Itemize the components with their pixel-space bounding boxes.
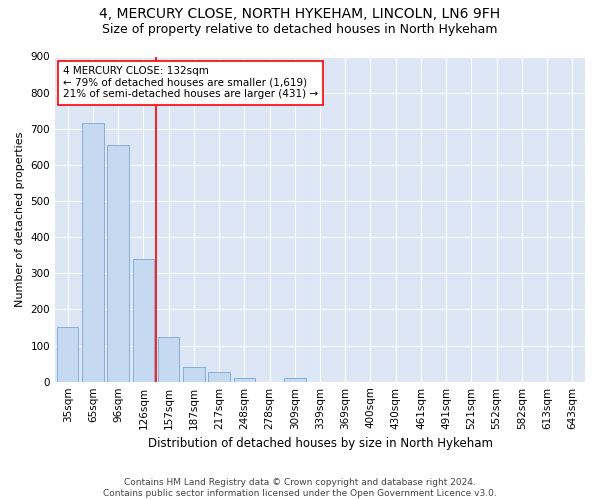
Bar	[208, 372, 230, 382]
X-axis label: Distribution of detached houses by size in North Hykeham: Distribution of detached houses by size …	[148, 437, 493, 450]
Text: 4 MERCURY CLOSE: 132sqm
← 79% of detached houses are smaller (1,619)
21% of semi: 4 MERCURY CLOSE: 132sqm ← 79% of detache…	[63, 66, 318, 100]
Bar	[57, 328, 79, 382]
Text: 4, MERCURY CLOSE, NORTH HYKEHAM, LINCOLN, LN6 9FH: 4, MERCURY CLOSE, NORTH HYKEHAM, LINCOLN…	[100, 8, 500, 22]
Bar	[233, 378, 255, 382]
Bar	[284, 378, 305, 382]
Bar	[133, 259, 154, 382]
Y-axis label: Number of detached properties: Number of detached properties	[15, 132, 25, 307]
Bar	[183, 367, 205, 382]
Bar	[107, 145, 129, 382]
Bar	[82, 124, 104, 382]
Text: Contains HM Land Registry data © Crown copyright and database right 2024.
Contai: Contains HM Land Registry data © Crown c…	[103, 478, 497, 498]
Text: Size of property relative to detached houses in North Hykeham: Size of property relative to detached ho…	[102, 22, 498, 36]
Bar	[158, 336, 179, 382]
